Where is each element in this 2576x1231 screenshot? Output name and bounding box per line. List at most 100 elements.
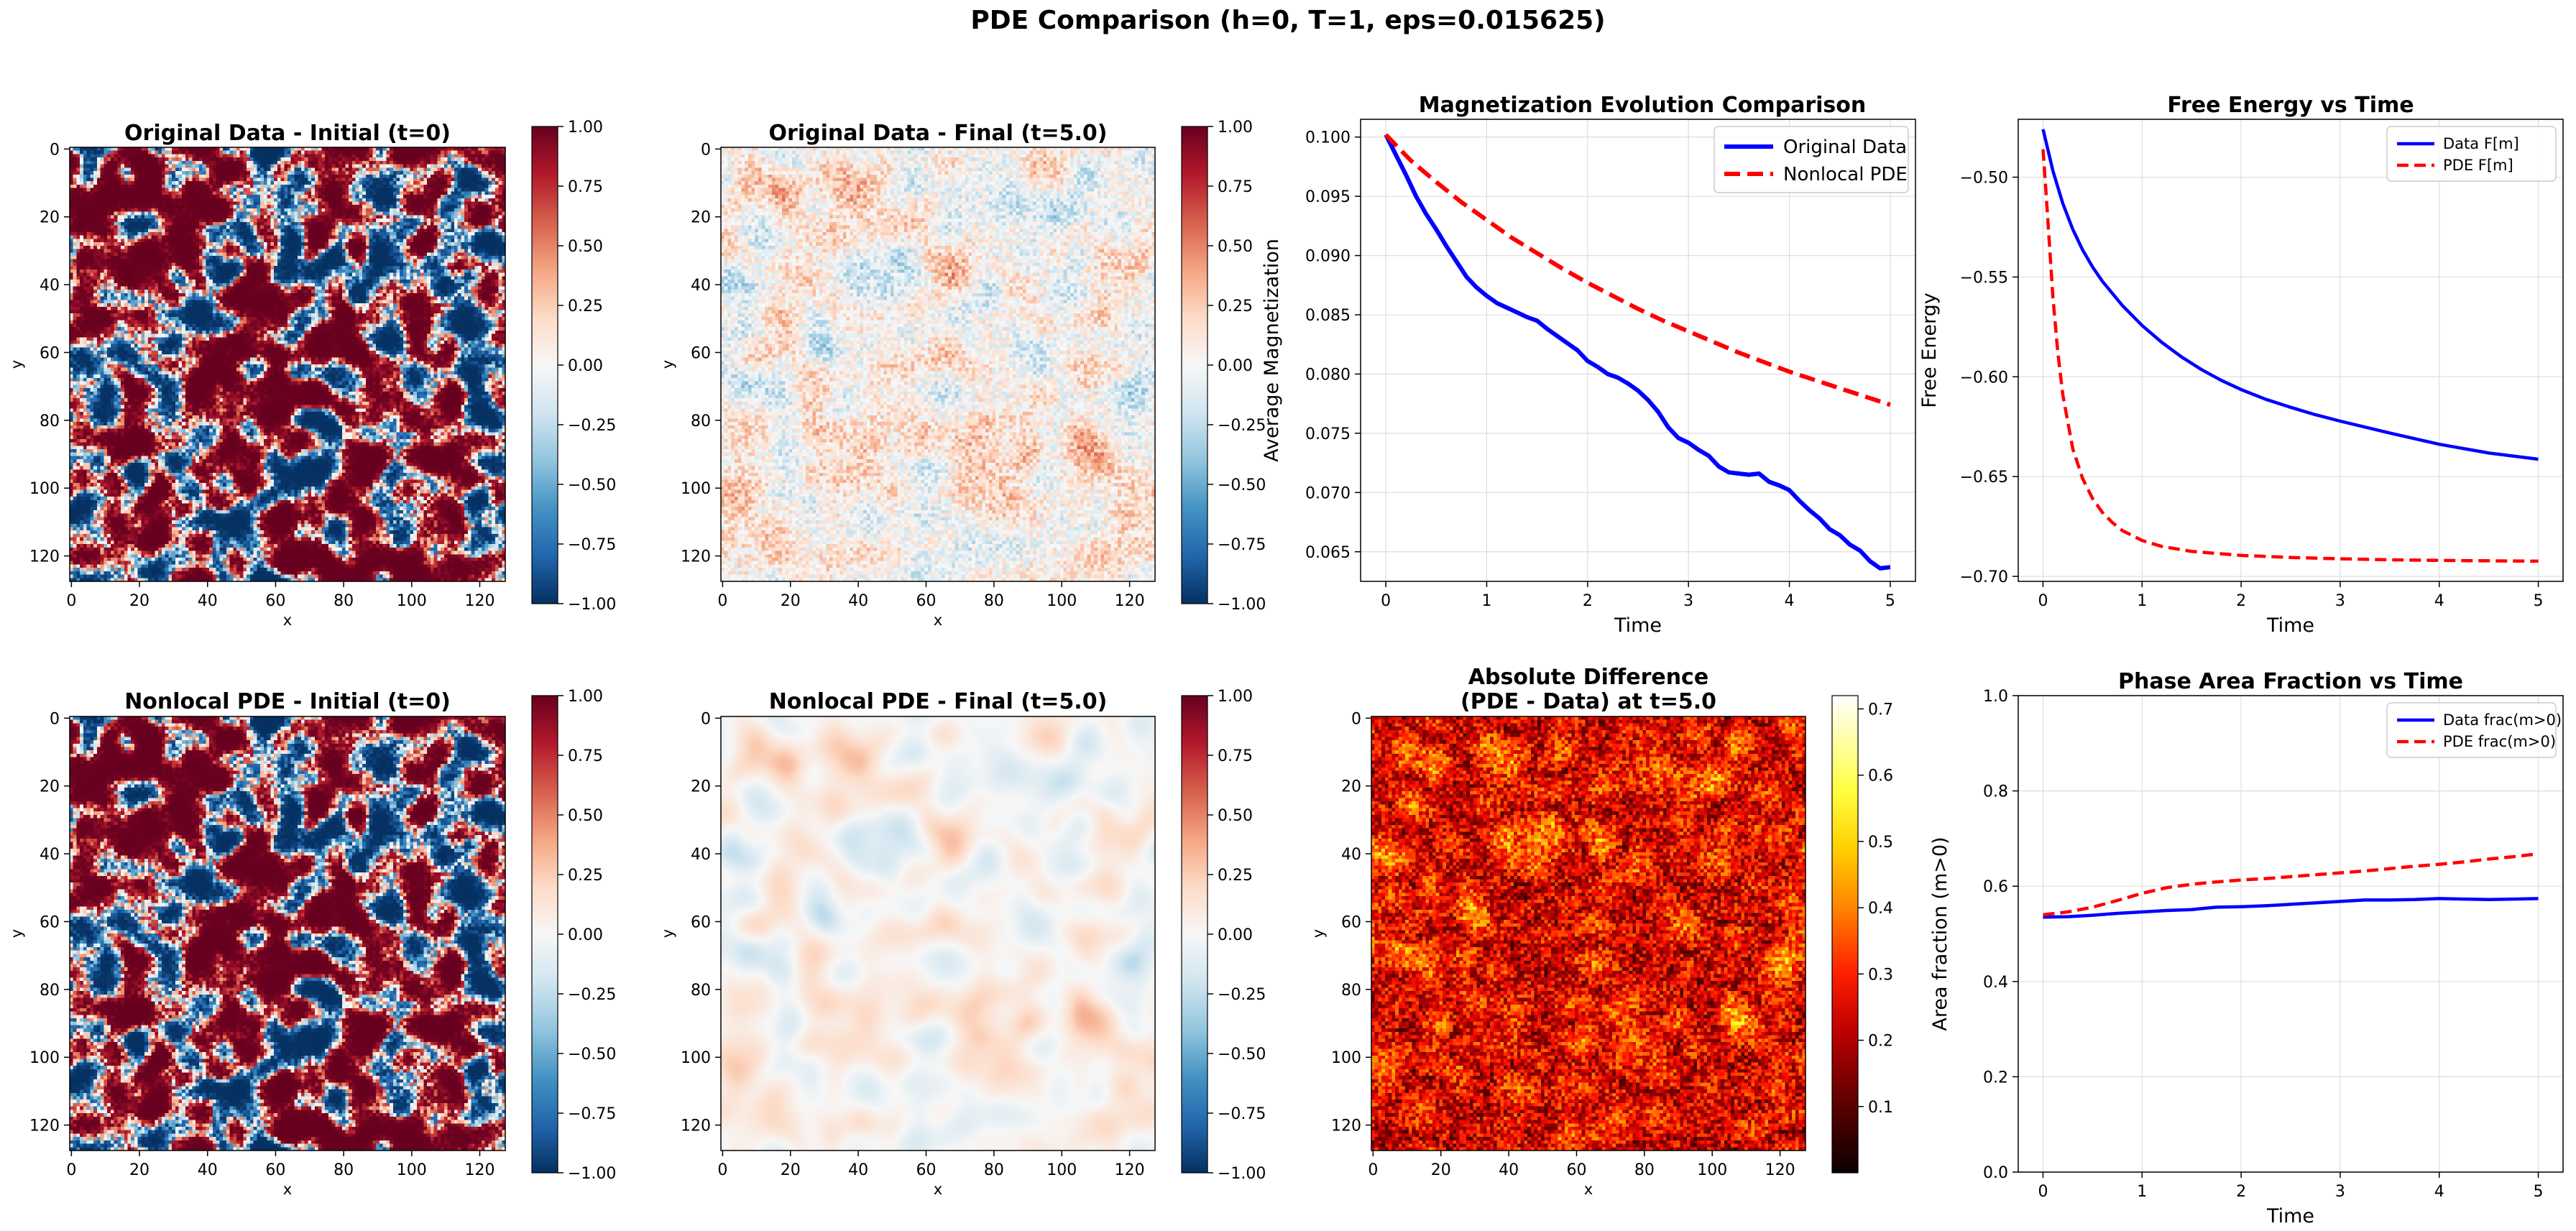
x-tick-label: 60 [1566,1161,1586,1179]
colorbar-tick-label: −0.50 [1218,1046,1266,1064]
y-axis-ticks: 0 20 40 60 80 100 120 [1331,710,1371,1135]
y-tick-label: 100 [681,480,711,498]
y-tick-label: 0 [701,710,711,728]
panel-title: Original Data - Initial (t=0) [124,121,451,146]
x-tick-label: 120 [464,592,494,610]
y-tick-label: 20 [691,778,711,796]
x-tick-label: 100 [1697,1161,1727,1179]
y-axis-ticks: 0 20 40 60 80 100 120 [681,141,721,566]
panel-pde-final: Nonlocal PDE - Final (t=5.0) 0 20 40 60 … [659,688,1266,1198]
y-tick-label: 120 [681,548,711,566]
legend-label: PDE F[m] [2443,157,2513,174]
colorbar-tick-label: 1.00 [568,688,603,706]
plot-frame [720,716,1156,1151]
colorbar-tick-label: 0.00 [1218,357,1253,375]
colorbar-tick-label: 0.50 [568,807,603,825]
x-tick-label: 3 [2335,1183,2345,1201]
colorbar-tick-label: −0.50 [568,1046,616,1064]
y-tick-label: 100 [29,1049,60,1067]
panel-original-final: Original Data - Final (t=5.0) 0 20 40 60… [659,119,1266,629]
y-tick-label: −0.50 [1960,170,2008,188]
x-tick-label: 20 [1431,1161,1451,1179]
y-tick-label: 0.080 [1305,366,1351,384]
x-tick-label: 4 [1785,592,1795,610]
colorbar-tick-label: −1.00 [1218,596,1266,614]
y-tick-label: −0.65 [1960,469,2008,487]
heatmap-image [1371,716,1806,1151]
colorbar-ticks: 1.00 0.75 0.50 0.25 0.00 −0.25 −0.50 −0.… [558,119,616,614]
x-tick-label: 100 [397,1161,427,1179]
y-tick-label: 0.070 [1305,484,1351,502]
legend-box [2386,126,2557,182]
x-tick-label: 40 [1499,1161,1519,1179]
series-line-data [2041,129,2539,461]
plot-frame [2018,119,2564,582]
x-axis-label: Time [1614,614,1662,637]
colorbar-tick-label: −0.50 [568,476,616,494]
colorbar-tick-label: 0.00 [568,926,603,944]
colorbar-tick-label: −0.25 [568,986,616,1004]
colorbar-tick-label: 0.4 [1868,900,1893,918]
colorbar-tick-label: 1.00 [568,119,603,137]
heatmap-image [721,147,1155,581]
y-tick-label: 40 [40,846,60,864]
colorbar-tick-label: 0.75 [568,178,603,196]
y-tick-label: 0 [50,141,60,159]
x-tick-label: 5 [2534,592,2544,610]
x-tick-label: 120 [464,1161,494,1179]
colorbar-ticks: 1.00 0.75 0.50 0.25 0.00 −0.25 −0.50 −0.… [558,688,616,1183]
colorbar-tick-label: −0.75 [568,1105,616,1123]
plot-frame [69,716,506,1151]
y-tick-label: 100 [29,480,60,498]
y-tick-label: 0 [50,710,60,728]
x-tick-label: 20 [781,592,801,610]
plot-frame [720,147,1156,582]
x-tick-label: 0 [717,1161,727,1179]
colorbar-tick-label: −1.00 [568,1165,616,1183]
y-tick-label: 80 [40,982,60,1000]
panel-title: Phase Area Fraction vs Time [2118,669,2463,694]
x-axis-ticks: 0 20 40 60 80 100 120 [717,1151,1145,1179]
plot-frame [1360,119,1916,582]
legend-label: Original Data [1783,137,1907,158]
x-axis-label: Time [2266,1205,2314,1227]
x-tick-label: 80 [984,592,1004,610]
panel-title: Nonlocal PDE - Final (t=5.0) [769,689,1108,714]
plot-frame [69,147,506,582]
colorbar-tick-label: 0.25 [568,298,603,315]
colorbar-tick-label: −0.50 [1218,476,1266,494]
x-tick-label: 2 [1583,592,1593,610]
x-tick-label: 100 [1046,592,1077,610]
colorbar-ticks: 0.7 0.6 0.5 0.4 0.3 0.2 0.1 [1858,701,1893,1117]
y-axis-label: Average Magnetization [1261,239,1283,462]
y-tick-label: 0.4 [1983,974,2008,992]
colorbar-tick-label: 0.00 [1218,926,1253,944]
colorbar-tick-label: −0.25 [1218,986,1266,1004]
x-tick-label: 20 [129,1161,150,1179]
panel-title: Original Data - Final (t=5.0) [769,121,1108,146]
colorbar-tick-label: −0.75 [1218,536,1266,554]
y-tick-label: −0.60 [1960,369,2008,387]
figure-title: PDE Comparison (h=0, T=1, eps=0.015625) [970,6,1605,35]
colorbar-tick-label: 0.75 [568,747,603,765]
x-tick-label: 3 [1683,592,1693,610]
panel-title: Free Energy vs Time [2167,93,2414,118]
x-tick-label: 2 [2236,592,2246,610]
series-line-pde [1384,133,1891,407]
y-tick-label: 80 [40,412,60,430]
x-tick-label: 80 [1634,1161,1655,1179]
x-tick-label: 0 [66,592,76,610]
x-axis-label: x [934,1181,942,1198]
y-tick-label: 80 [1341,982,1361,1000]
panel-title: Absolute Difference [1468,665,1708,690]
y-tick-label: 0.065 [1305,544,1351,562]
y-axis-label: y [8,929,25,938]
series-line-pde [2043,852,2539,917]
colorbar-tick-label: −0.75 [1218,1105,1266,1123]
x-tick-label: 80 [334,1161,354,1179]
colorbar [531,126,558,604]
y-tick-label: 120 [1331,1117,1361,1135]
series-line-pde [2041,149,2539,563]
colorbar-tick-label: −0.75 [568,536,616,554]
colorbar-tick-label: 0.25 [568,867,603,885]
